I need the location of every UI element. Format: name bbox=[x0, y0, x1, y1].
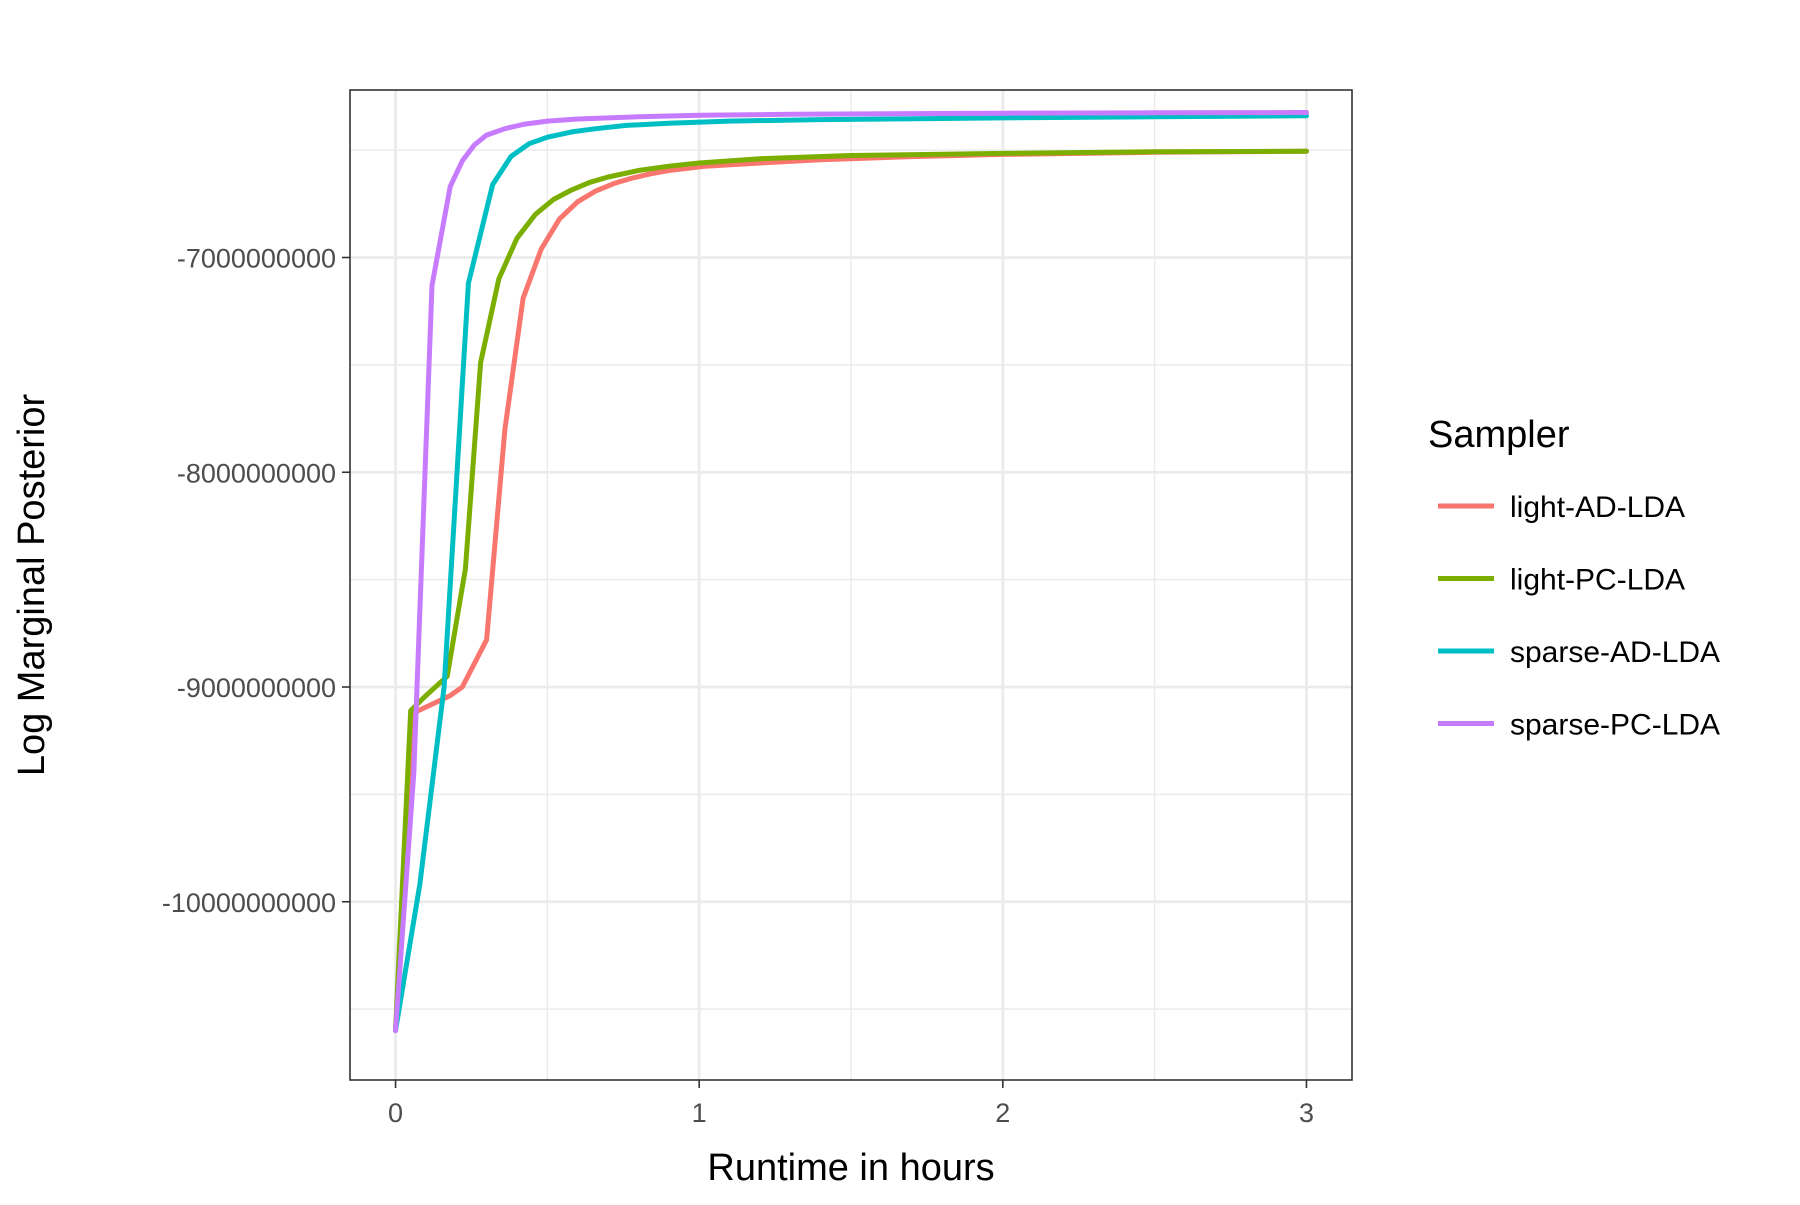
legend-items: light-AD-LDA light-PC-LDA sparse-AD-LDA spa… bbox=[1438, 491, 1720, 742]
legend-item-light-pc-lda: light-PC-LDA bbox=[1438, 564, 1685, 597]
legend: Sampler light-AD-LDA light-PC-LDA sparse-A… bbox=[1428, 414, 1720, 742]
series-line-light-pc-lda bbox=[393, 148, 1309, 1034]
series-line-sparse-ad-lda bbox=[393, 113, 1309, 1034]
x-tick-label: 2 bbox=[995, 1098, 1010, 1128]
series-line-sparse-pc-lda bbox=[393, 110, 1309, 1034]
legend-title: Sampler bbox=[1428, 414, 1570, 456]
grid-layer bbox=[350, 90, 1352, 1080]
tick-layer: 0 1 2 3 -10000000000 -9000000000 -8000000000 -7… bbox=[162, 244, 1314, 1128]
legend-label: sparse-AD-LDA bbox=[1510, 636, 1720, 669]
legend-label: light-PC-LDA bbox=[1510, 564, 1685, 597]
legend-item-sparse-pc-lda: sparse-PC-LDA bbox=[1438, 709, 1720, 742]
y-tick-label: -10000000000 bbox=[162, 888, 336, 918]
panel-border bbox=[349, 89, 1353, 1081]
legend-label: sparse-PC-LDA bbox=[1510, 709, 1720, 742]
x-tick-label: 1 bbox=[692, 1098, 707, 1128]
y-tick-label: -9000000000 bbox=[177, 673, 336, 703]
x-tick-label: 0 bbox=[388, 1098, 403, 1128]
y-axis-title: Log Marginal Posterior bbox=[11, 394, 53, 777]
series-layer bbox=[393, 110, 1309, 1034]
legend-item-sparse-ad-lda: sparse-AD-LDA bbox=[1438, 636, 1720, 669]
legend-item-light-ad-lda: light-AD-LDA bbox=[1438, 491, 1685, 524]
series-line-light-ad-lda bbox=[393, 148, 1309, 1034]
legend-label: light-AD-LDA bbox=[1510, 491, 1685, 524]
x-tick-label: 3 bbox=[1299, 1098, 1314, 1128]
x-axis-title: Runtime in hours bbox=[707, 1147, 994, 1189]
y-tick-label: -8000000000 bbox=[177, 458, 336, 488]
y-tick-label: -7000000000 bbox=[177, 244, 336, 274]
